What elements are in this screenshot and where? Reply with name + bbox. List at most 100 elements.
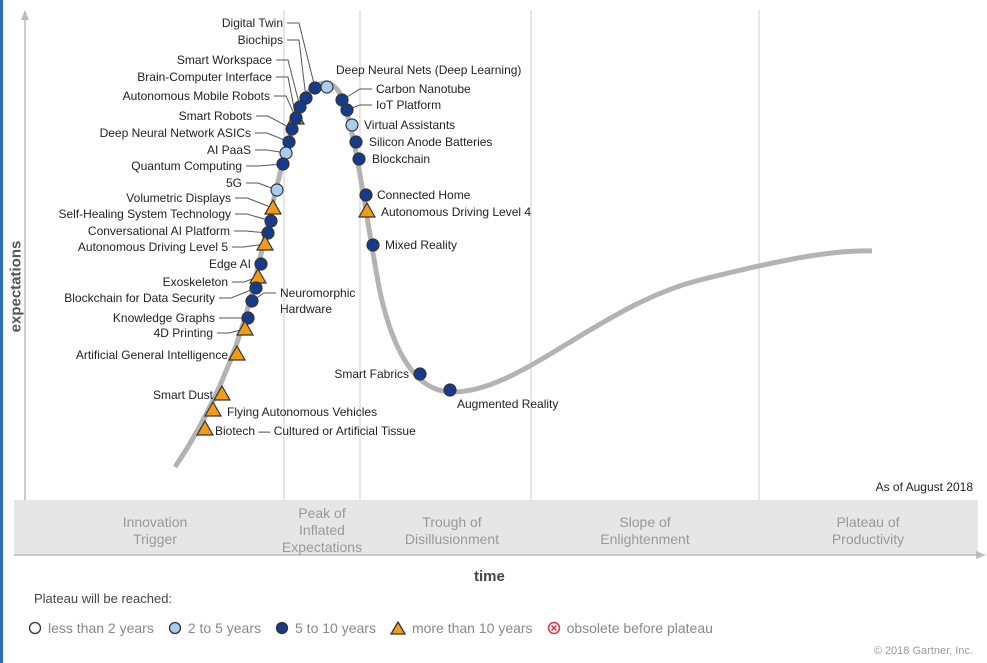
label-augmented-reality: Augmented Reality (457, 397, 558, 411)
leader-line (276, 59, 301, 108)
label-deep-neural-nets-deep-learning: Deep Neural Nets (Deep Learning) (336, 63, 521, 77)
label-autonomous-driving-level-4: Autonomous Driving Level 4 (381, 205, 531, 219)
x-axis-arrow (976, 551, 986, 559)
label-smart-workspace: Smart Workspace (177, 53, 272, 67)
marker-neuromorphic-hardware[interactable] (245, 294, 259, 308)
legend-label: less than 2 years (48, 620, 154, 636)
y-axis-arrow (21, 10, 29, 20)
phase-label: Trigger (133, 531, 177, 547)
label-deep-neural-network-asics: Deep Neural Network ASICs (100, 126, 251, 140)
marker-deep-neural-nets-deep-learning[interactable] (320, 80, 334, 94)
leader-line (234, 230, 269, 234)
leader-line (274, 95, 297, 119)
marker-augmented-reality[interactable] (443, 383, 457, 397)
marker-silicon-anode-batteries[interactable] (349, 135, 363, 149)
leader-line (287, 22, 316, 89)
marker-blockchain-for-data-security[interactable] (249, 281, 263, 295)
label-edge-ai: Edge AI (209, 257, 251, 271)
marker-ai-paas[interactable] (279, 146, 293, 160)
label-mixed-reality: Mixed Reality (385, 238, 457, 252)
marker-artificial-general-intelligence[interactable] (227, 344, 247, 361)
legend-label: more than 10 years (411, 620, 533, 636)
label-line: Hardware (280, 302, 332, 316)
phase-label: Trough of (422, 514, 482, 530)
marker-smart-fabrics[interactable] (413, 367, 427, 381)
leader-line (246, 182, 278, 191)
label-virtual-assistants: Virtual Assistants (364, 118, 455, 132)
label-iot-platform: IoT Platform (376, 98, 441, 112)
phase-label: Productivity (832, 531, 904, 547)
label-silicon-anode-batteries: Silicon Anode Batteries (369, 135, 492, 149)
label-self-healing-system-technology: Self-Healing System Technology (58, 207, 231, 221)
label-autonomous-mobile-robots: Autonomous Mobile Robots (123, 89, 270, 103)
copyright: © 2018 Gartner, Inc. (873, 645, 973, 657)
marker-volumetric-displays[interactable] (263, 198, 283, 215)
legend-label: 5 to 10 years (295, 620, 376, 636)
x-axis-label: time (474, 568, 505, 585)
marker-smart-robots[interactable] (285, 122, 299, 136)
label-5g: 5G (226, 176, 242, 190)
label-quantum-computing: Quantum Computing (131, 159, 242, 173)
phase-label: Peak of (298, 505, 346, 521)
label-ai-paas: AI PaaS (207, 143, 251, 157)
marker-biochips[interactable] (299, 91, 313, 105)
legend-title: Plateau will be reached: (34, 591, 173, 606)
legend-item: more than 10 years (389, 620, 533, 636)
label-neuromorphic-hardware: Neuromorphic Hardware (280, 286, 355, 316)
label-exoskeleton: Exoskeleton (163, 275, 228, 289)
legend: less than 2 years 2 to 5 years 5 to 10 y… (28, 620, 713, 636)
leader-line (256, 115, 293, 130)
legend-item: 5 to 10 years (275, 620, 376, 636)
label-flying-autonomous-vehicles: Flying Autonomous Vehicles (227, 405, 377, 419)
label-smart-robots: Smart Robots (179, 109, 252, 123)
dark-blue-circle-icon (275, 621, 289, 635)
light-blue-circle-icon (168, 621, 181, 635)
marker-biotech-cultured-or-artificial-tissue[interactable] (195, 419, 215, 436)
marker-digital-twin[interactable] (308, 81, 322, 95)
phase-band (14, 500, 978, 555)
phase-label: Plateau of (836, 514, 899, 530)
marker-blockchain[interactable] (352, 152, 366, 166)
label-line: Neuromorphic (280, 286, 355, 300)
leader-line (287, 39, 307, 99)
marker-smart-dust[interactable] (212, 384, 232, 401)
label-4d-printing: 4D Printing (154, 326, 213, 340)
label-blockchain-for-data-security: Blockchain for Data Security (64, 291, 215, 305)
marker-self-healing-system-technology[interactable] (264, 214, 278, 228)
marker-virtual-assistants[interactable] (345, 118, 359, 132)
label-biotech-cultured-or-artificial-tissue: Biotech — Cultured or Artificial Tissue (215, 424, 416, 438)
marker-autonomous-driving-level-5[interactable] (255, 234, 275, 251)
leader-line (219, 287, 257, 299)
phase-label: Slope of (619, 514, 670, 530)
phase-label: Disillusionment (405, 531, 499, 547)
leader-line (255, 132, 290, 143)
legend-label: 2 to 5 years (187, 620, 261, 636)
as-of-date: As of August 2018 (875, 480, 973, 494)
marker-mixed-reality[interactable] (366, 238, 380, 252)
marker-5g[interactable] (270, 183, 284, 197)
label-biochips: Biochips (238, 33, 283, 47)
marker-autonomous-mobile-robots[interactable] (289, 111, 303, 125)
label-artificial-general-intelligence: Artificial General Intelligence (76, 348, 228, 362)
marker-exoskeleton[interactable] (248, 267, 268, 284)
marker-connected-home[interactable] (359, 188, 373, 202)
label-connected-home: Connected Home (377, 188, 471, 202)
label-autonomous-driving-level-5: Autonomous Driving Level 5 (78, 240, 228, 254)
marker-flying-autonomous-vehicles[interactable] (203, 400, 223, 417)
label-blockchain: Blockchain (372, 152, 430, 166)
red-x-circle-icon (547, 621, 560, 635)
leader-line (235, 197, 274, 209)
marker-4d-printing[interactable] (235, 319, 255, 336)
marker-iot-platform[interactable] (340, 103, 354, 117)
white-circle-icon (28, 621, 42, 635)
leader-line (235, 213, 272, 222)
marker-edge-ai[interactable] (254, 257, 268, 271)
marker-quantum-computing[interactable] (276, 157, 290, 171)
marker-deep-neural-network-asics[interactable] (282, 135, 296, 149)
leader-line (246, 163, 284, 167)
leader-line (341, 88, 372, 101)
legend-item: obsolete before plateau (547, 620, 713, 636)
leader-line (232, 243, 266, 248)
marker-autonomous-driving-level-4[interactable] (357, 201, 377, 218)
